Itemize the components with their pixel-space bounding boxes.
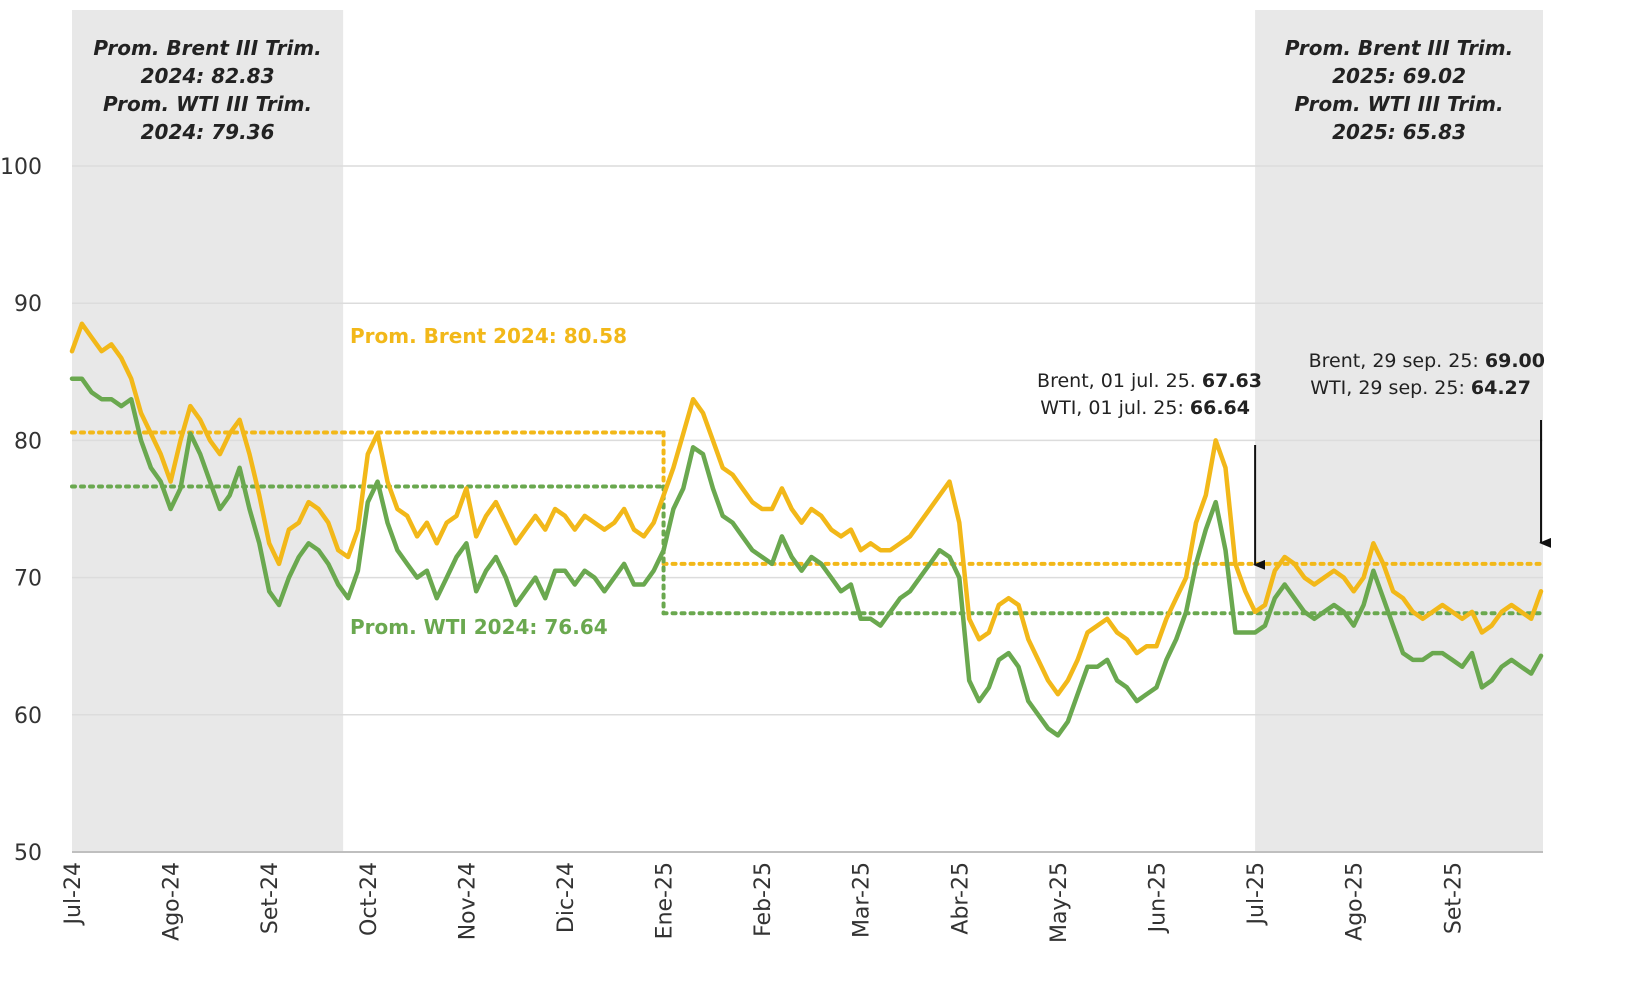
x-tick-Jun-25: Jun-25 bbox=[1146, 862, 1171, 934]
y-tick-90: 90 bbox=[14, 292, 42, 317]
annotations: Prom. Brent III Trim. 2024: 82.83 Prom. WT… bbox=[93, 36, 1552, 639]
shaded-period-2-label-1: Prom. Brent III Trim. bbox=[1285, 36, 1513, 60]
point-annotation-1-brent: Brent, 01 jul. 25. 67.63 bbox=[1037, 370, 1262, 392]
gridlines bbox=[72, 165, 1543, 853]
point-annotation-2-wti: WTI, 29 sep. 25: 64.27 bbox=[1310, 377, 1531, 399]
y-tick-60: 60 bbox=[14, 704, 42, 729]
y-tick-100: 100 bbox=[0, 155, 42, 180]
x-axis-ticks: Jul-24 Ago-24 Set-24 Oct-24 Nov-24 Dic-24 Ene-… bbox=[61, 862, 1466, 943]
x-tick-Abr-25: Abr-25 bbox=[948, 862, 973, 935]
shaded-period-1-label-1: Prom. Brent III Trim. bbox=[93, 36, 321, 60]
series-line-wti bbox=[69, 376, 1544, 738]
x-tick-Set-25: Set-25 bbox=[1441, 862, 1466, 934]
y-tick-80: 80 bbox=[14, 429, 42, 454]
point-annotation-2-brent: Brent, 29 sep. 25: 69.00 bbox=[1309, 350, 1545, 372]
x-tick-Oct-24: Oct-24 bbox=[357, 862, 382, 936]
y-tick-50: 50 bbox=[14, 841, 42, 866]
shaded-period-1-label-2: 2024: 82.83 bbox=[141, 64, 275, 88]
shaded-period-1-label-4: 2024: 79.36 bbox=[141, 120, 275, 144]
series-line-brent bbox=[69, 321, 1544, 697]
series-lines bbox=[69, 321, 1544, 738]
shaded-period-2-label-2: 2025: 69.02 bbox=[1332, 64, 1466, 88]
shaded-period-2-label-3: Prom. WTI III Trim. bbox=[1295, 92, 1504, 116]
x-tick-Nov-24: Nov-24 bbox=[455, 862, 480, 940]
y-tick-70: 70 bbox=[14, 567, 42, 592]
average-lines bbox=[70, 430, 1545, 616]
point-annotation-1-wti: WTI, 01 jul. 25: 66.64 bbox=[1040, 397, 1250, 419]
x-tick-Dic-24: Dic-24 bbox=[554, 862, 579, 933]
x-tick-Mar-25: Mar-25 bbox=[850, 862, 875, 938]
x-tick-Jul-24: Jul-24 bbox=[61, 862, 86, 926]
shaded-period-1-label-3: Prom. WTI III Trim. bbox=[103, 92, 312, 116]
shaded-period-2 bbox=[1255, 10, 1543, 852]
x-tick-Jul-25: Jul-25 bbox=[1244, 862, 1269, 926]
x-tick-Ene-25: Ene-25 bbox=[653, 862, 678, 939]
average-label-brent: Prom. Brent 2024: 80.58 bbox=[350, 324, 627, 348]
shaded-period-2-label-4: 2025: 65.83 bbox=[1332, 120, 1466, 144]
x-tick-Ago-25: Ago-25 bbox=[1343, 862, 1368, 941]
x-tick-May-25: May-25 bbox=[1047, 862, 1072, 943]
average-label-wti: Prom. WTI 2024: 76.64 bbox=[350, 615, 608, 639]
shaded-quarter-regions bbox=[72, 10, 1543, 852]
x-tick-Ago-24: Ago-24 bbox=[160, 862, 185, 941]
y-axis-ticks: 50 60 70 80 90 100 bbox=[0, 155, 42, 866]
x-tick-Feb-25: Feb-25 bbox=[751, 862, 776, 937]
x-tick-Set-24: Set-24 bbox=[258, 862, 283, 934]
